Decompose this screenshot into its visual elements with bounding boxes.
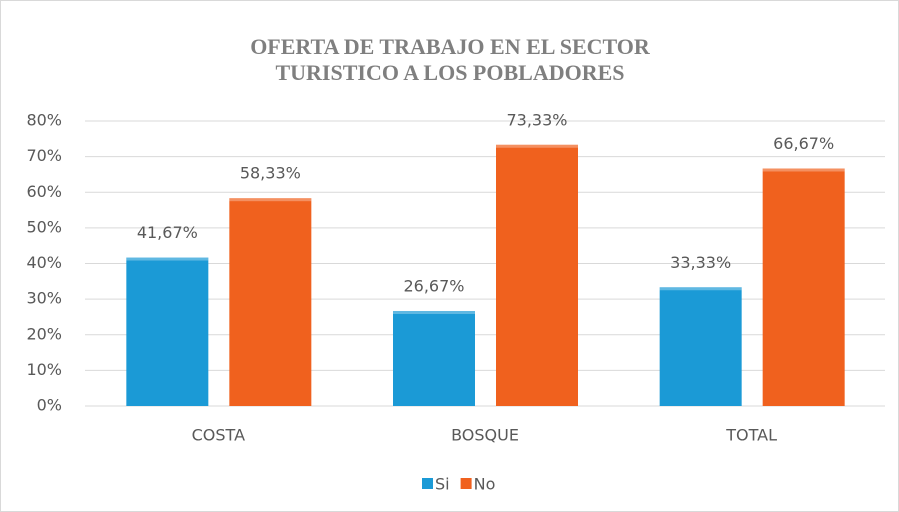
value-label: 33,33% — [670, 253, 731, 272]
bar — [393, 310, 475, 406]
legend-label: No — [474, 475, 496, 494]
x-tick-label: TOTAL — [725, 426, 777, 445]
value-label: 66,67% — [773, 134, 834, 153]
bar-highlight — [659, 287, 742, 291]
bar — [229, 198, 312, 406]
bar-highlight — [229, 198, 312, 202]
bar — [496, 144, 578, 406]
chart-title: OFERTA DE TRABAJO EN EL SECTOR TURISTICO… — [250, 34, 650, 85]
bar — [659, 287, 742, 406]
y-tick-label: 40% — [26, 253, 62, 272]
x-tick-label: COSTA — [192, 426, 245, 445]
y-tick-label: 30% — [26, 289, 62, 308]
legend-swatch — [460, 478, 472, 489]
bar — [126, 257, 209, 406]
value-label: 58,33% — [240, 164, 301, 183]
bar — [762, 168, 845, 406]
x-tick-label: BOSQUE — [451, 426, 519, 445]
legend-label: Si — [435, 475, 450, 494]
bar-highlight — [126, 257, 209, 261]
y-tick-label: 20% — [26, 324, 62, 343]
legend-swatch — [422, 478, 433, 489]
y-tick-label: 10% — [26, 360, 62, 379]
bar-highlight — [393, 310, 475, 314]
y-tick-label: 70% — [26, 146, 62, 165]
bar-highlight — [762, 168, 845, 172]
value-label: 26,67% — [403, 276, 464, 295]
y-tick-label: 0% — [37, 396, 62, 415]
bar-highlight — [496, 144, 578, 148]
y-tick-label: 80% — [26, 111, 62, 130]
y-tick-label: 60% — [26, 182, 62, 201]
value-label: 73,33% — [506, 110, 567, 129]
y-tick-label: 50% — [26, 217, 62, 236]
value-label: 41,67% — [137, 223, 198, 242]
